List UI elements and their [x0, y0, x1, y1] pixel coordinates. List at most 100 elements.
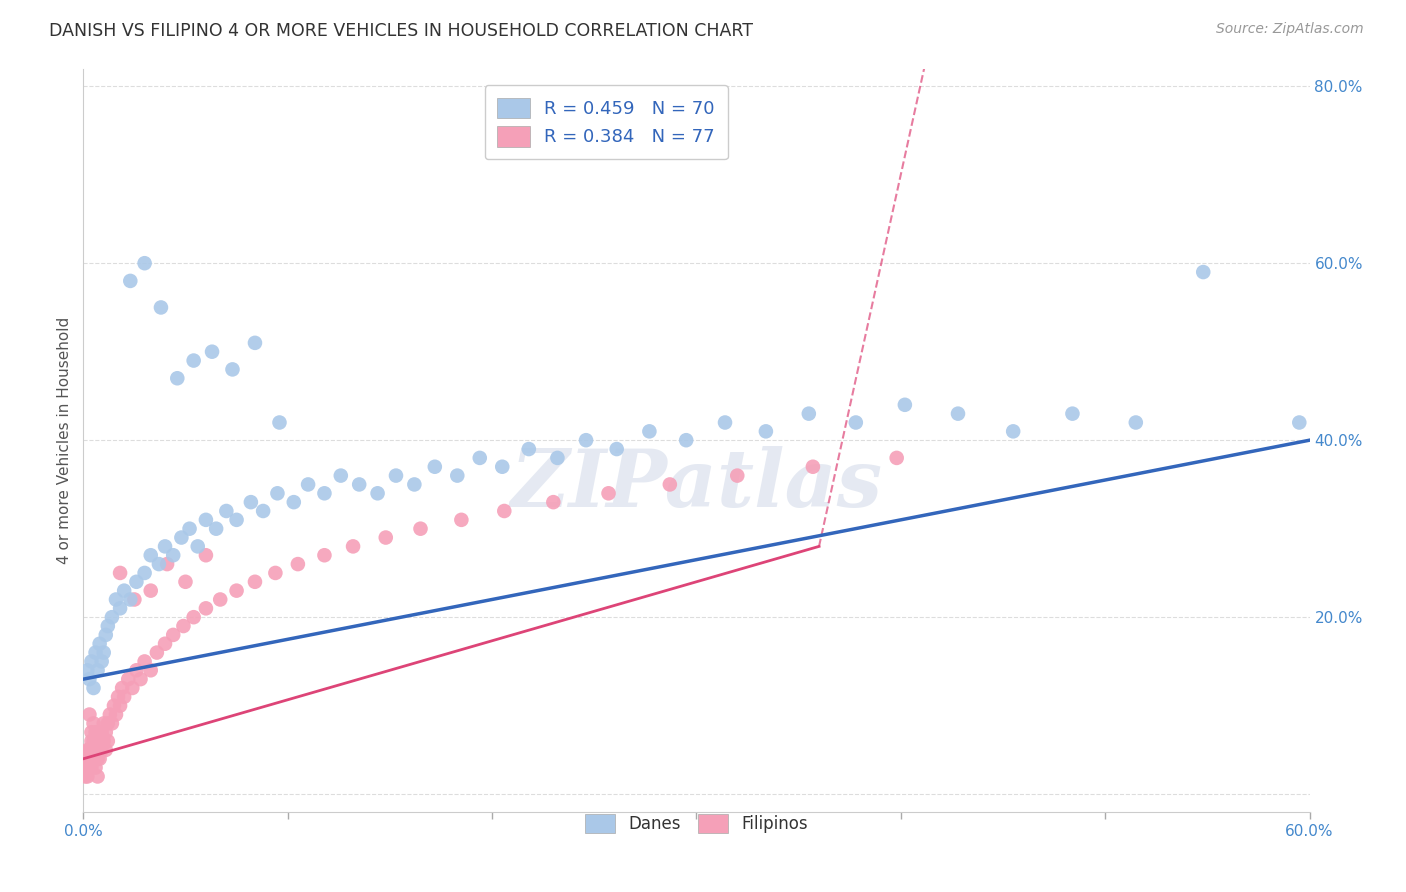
Text: DANISH VS FILIPINO 4 OR MORE VEHICLES IN HOUSEHOLD CORRELATION CHART: DANISH VS FILIPINO 4 OR MORE VEHICLES IN… [49, 22, 754, 40]
Point [494, 504, 516, 518]
Point [104, 592, 127, 607]
Point [658, 477, 681, 491]
Point [1062, 407, 1084, 421]
Point [86, 663, 108, 677]
Point [148, 557, 170, 571]
Point [112, 583, 135, 598]
Point [1192, 265, 1215, 279]
Point [107, 690, 129, 704]
Point [367, 486, 389, 500]
Point [89, 734, 111, 748]
Point [75, 769, 97, 783]
Point [120, 592, 142, 607]
Point [103, 698, 125, 713]
Point [79, 761, 101, 775]
Point [101, 716, 124, 731]
Point [134, 256, 156, 270]
Point [101, 610, 124, 624]
Point [83, 734, 105, 748]
Point [172, 619, 194, 633]
Point [79, 743, 101, 757]
Point [75, 752, 97, 766]
Point [94, 725, 117, 739]
Point [86, 769, 108, 783]
Point [86, 752, 108, 766]
Point [84, 725, 107, 739]
Y-axis label: 4 or more Vehicles in Household: 4 or more Vehicles in Household [58, 317, 72, 564]
Point [112, 690, 135, 704]
Point [1002, 425, 1025, 439]
Point [287, 557, 309, 571]
Point [83, 752, 105, 766]
Point [90, 743, 112, 757]
Point [894, 398, 917, 412]
Point [139, 548, 162, 562]
Point [314, 548, 336, 562]
Point [546, 450, 568, 465]
Point [225, 513, 247, 527]
Point [675, 433, 697, 447]
Point [1125, 416, 1147, 430]
Point [606, 442, 628, 456]
Point [638, 425, 661, 439]
Point [111, 681, 134, 695]
Point [797, 407, 820, 421]
Point [252, 504, 274, 518]
Point [209, 592, 232, 607]
Point [108, 601, 131, 615]
Point [801, 459, 824, 474]
Point [162, 548, 184, 562]
Point [125, 663, 148, 677]
Point [124, 592, 146, 607]
Point [84, 761, 107, 775]
Point [90, 725, 112, 739]
Point [215, 504, 238, 518]
Point [76, 761, 98, 775]
Point [108, 698, 131, 713]
Point [575, 433, 598, 447]
Point [755, 425, 778, 439]
Point [134, 655, 156, 669]
Point [385, 468, 408, 483]
Point [239, 495, 262, 509]
Point [84, 646, 107, 660]
Point [194, 513, 217, 527]
Point [283, 495, 305, 509]
Point [166, 371, 188, 385]
Point [1288, 416, 1310, 430]
Point [297, 477, 319, 491]
Point [79, 672, 101, 686]
Point [153, 637, 176, 651]
Point [93, 734, 115, 748]
Point [134, 566, 156, 580]
Point [94, 743, 117, 757]
Point [86, 734, 108, 748]
Point [121, 681, 143, 695]
Point [342, 540, 364, 554]
Point [266, 486, 288, 500]
Point [404, 477, 426, 491]
Point [89, 752, 111, 766]
Point [264, 566, 287, 580]
Point [347, 477, 370, 491]
Text: Source: ZipAtlas.com: Source: ZipAtlas.com [1216, 22, 1364, 37]
Point [725, 468, 748, 483]
Point [886, 450, 908, 465]
Point [183, 353, 205, 368]
Point [243, 335, 266, 350]
Point [117, 672, 139, 686]
Point [221, 362, 243, 376]
Point [125, 574, 148, 589]
Point [120, 274, 142, 288]
Point [84, 743, 107, 757]
Point [946, 407, 969, 421]
Point [845, 416, 868, 430]
Point [76, 663, 98, 677]
Point [450, 513, 472, 527]
Point [97, 716, 120, 731]
Point [174, 574, 197, 589]
Legend: Danes, Filipinos: Danes, Filipinos [574, 802, 820, 845]
Point [423, 459, 446, 474]
Point [94, 628, 117, 642]
Point [162, 628, 184, 642]
